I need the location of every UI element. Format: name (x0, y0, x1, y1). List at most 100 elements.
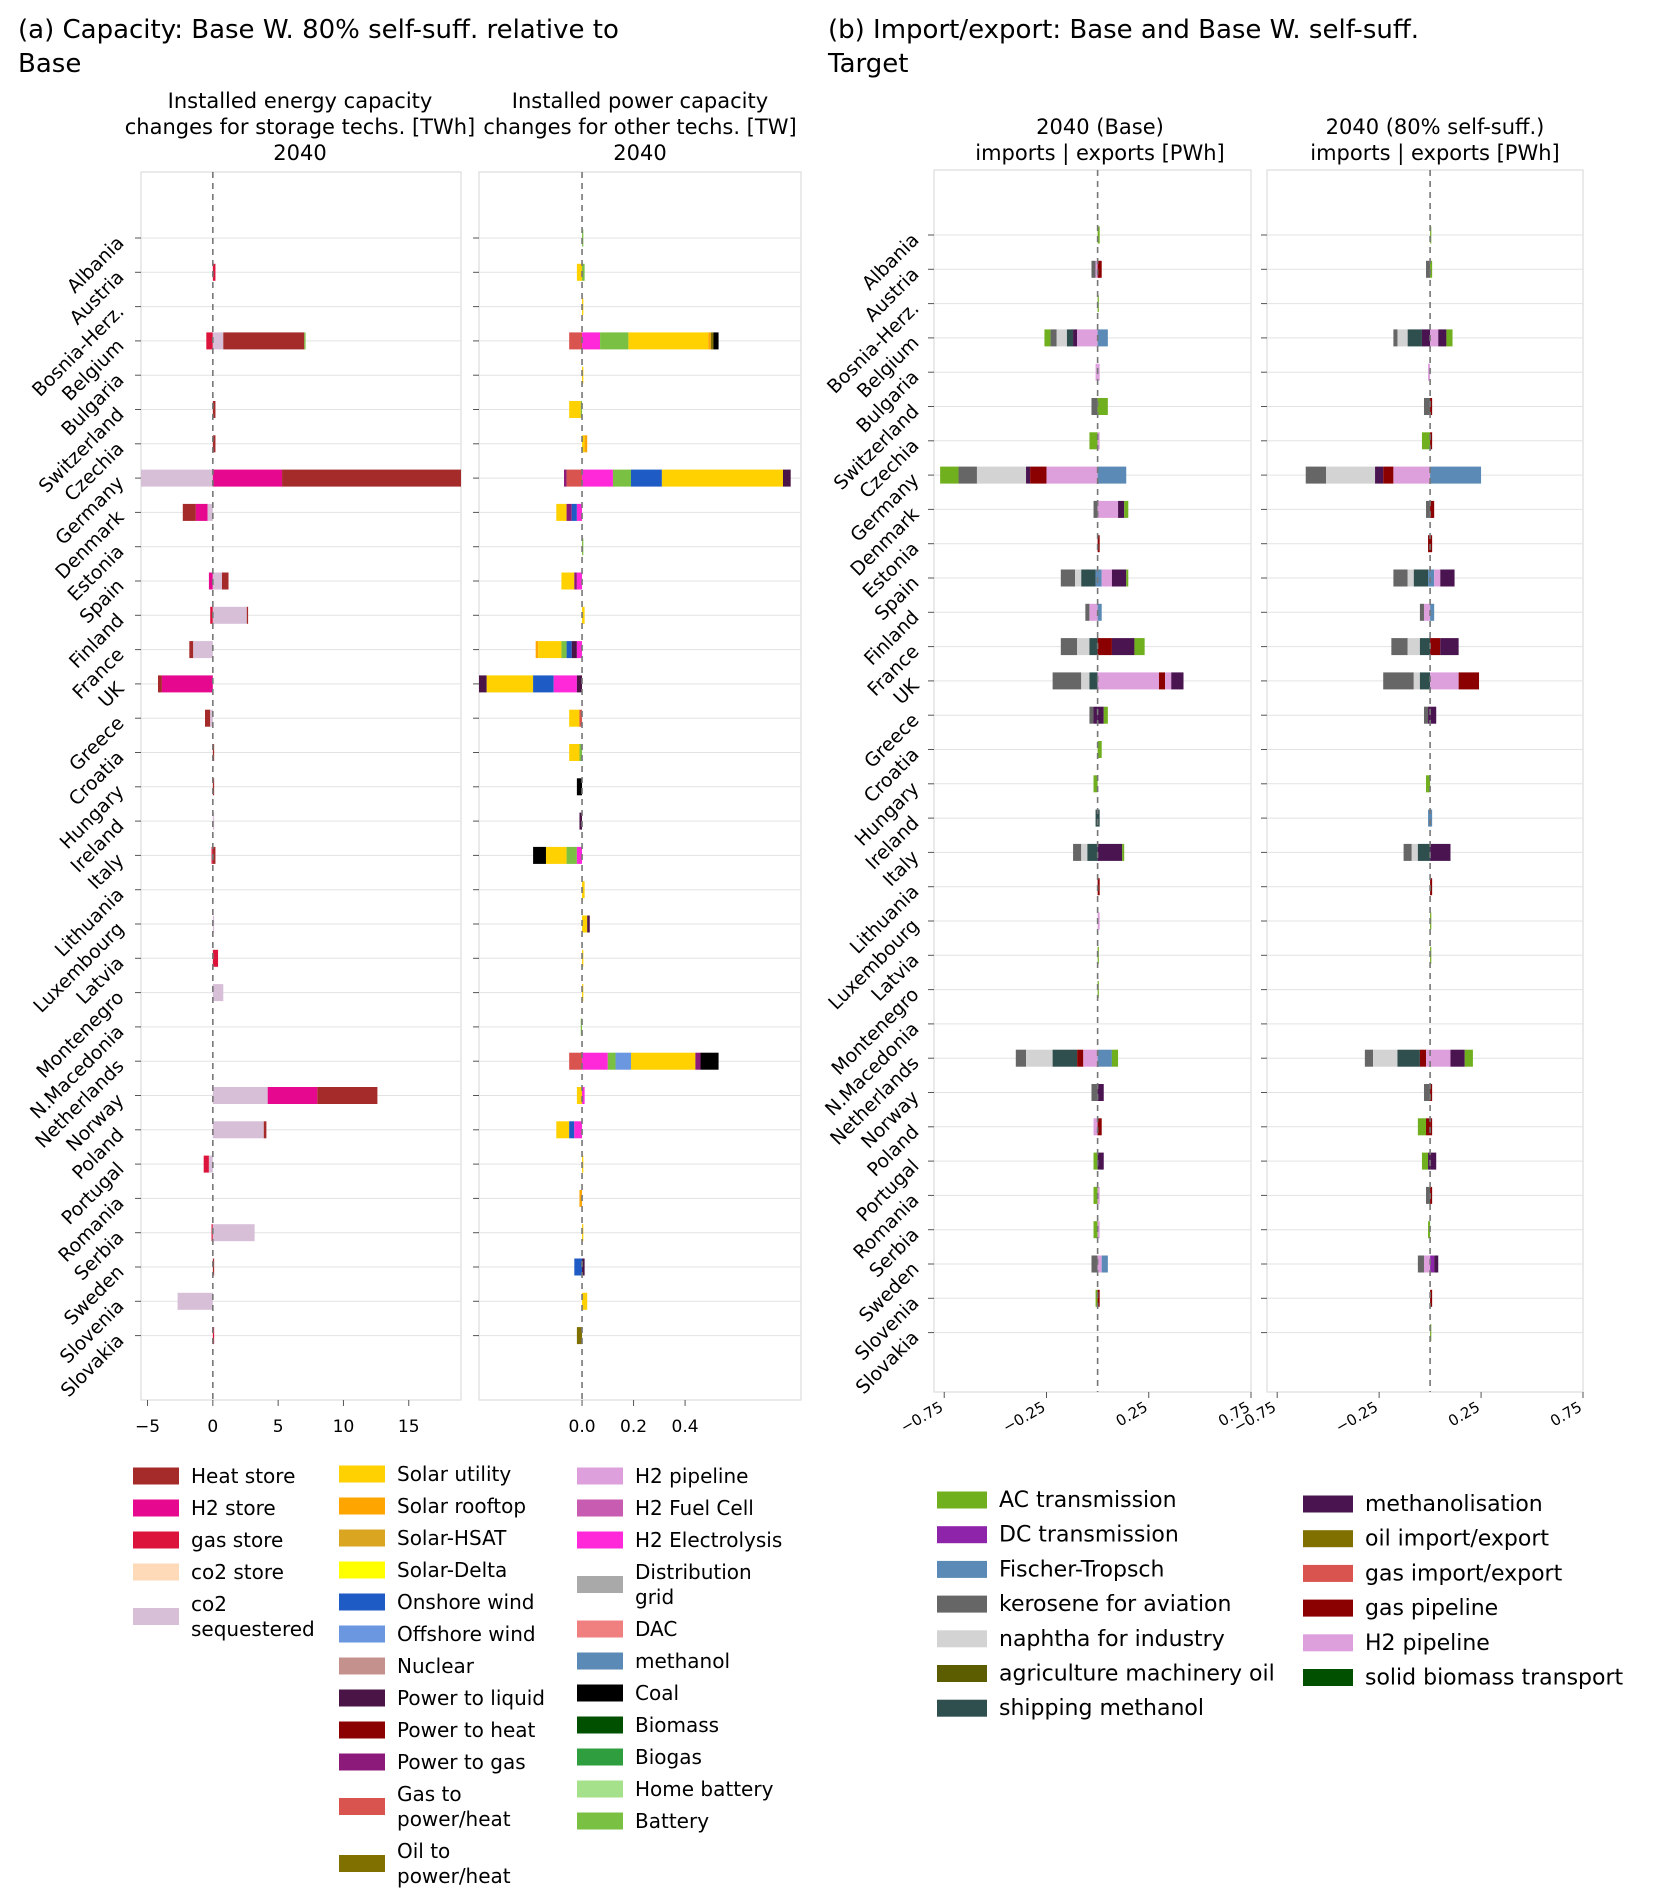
bar-segment (1101, 1255, 1108, 1273)
bar-segment (576, 1327, 583, 1345)
legend-swatch (339, 1689, 385, 1707)
bar-segment (1421, 432, 1431, 450)
bar-segment (1411, 843, 1418, 861)
bar-segment (582, 881, 585, 899)
legend-label: Onshore wind (397, 1590, 534, 1614)
bar-segment (1081, 569, 1096, 587)
legend-label: Biomass (635, 1713, 719, 1737)
bar-segment (1430, 1049, 1451, 1067)
bar-segment (1097, 1289, 1100, 1307)
bar-segment (582, 606, 585, 624)
bar-segment (212, 984, 224, 1002)
legend-swatch (577, 1620, 623, 1638)
bar-segment (304, 332, 306, 350)
bar-segment (700, 1052, 719, 1070)
bar-segment (1097, 363, 1100, 381)
legend-swatch (577, 1652, 623, 1670)
bar-segment (1419, 603, 1424, 621)
bar-segment (1430, 398, 1433, 415)
bar-segment (1430, 1118, 1433, 1136)
bar-segment (177, 1292, 213, 1310)
bar-segment (566, 503, 572, 521)
bar-segment (579, 709, 583, 727)
legend-swatch (1303, 1495, 1353, 1513)
bar-segment (212, 606, 247, 624)
legend-label: Solar rooftop (397, 1494, 526, 1518)
legend-label: Coal (635, 1681, 679, 1705)
bar-segment (1097, 1118, 1102, 1136)
bar-segment (1430, 1289, 1433, 1307)
bar-segment (1430, 706, 1437, 724)
bar-segment (212, 469, 283, 487)
bar-segment (221, 572, 229, 590)
legend-swatch (577, 1576, 623, 1593)
bar-segment (1118, 500, 1125, 518)
bar-segment (1060, 569, 1076, 587)
bar-segment (189, 641, 194, 659)
legend-label: Nuclear (397, 1654, 475, 1678)
power-xtick-label: 0.0 (569, 1417, 596, 1437)
legend-label: Offshore wind (397, 1622, 536, 1646)
bar-segment (1122, 843, 1125, 861)
legend-swatch (339, 1798, 385, 1815)
bar-segment (205, 709, 211, 727)
bar-segment (1111, 1049, 1119, 1067)
bar-segment (1050, 329, 1057, 347)
bar-segment (1097, 1221, 1100, 1239)
bar-segment (1097, 1186, 1100, 1204)
bar-segment (576, 503, 583, 521)
bar-segment (1158, 672, 1166, 690)
bar-segment (1428, 1152, 1431, 1170)
bar-segment (1430, 1255, 1435, 1273)
legend-label: H2 Electrolysis (635, 1528, 782, 1552)
bar-segment (1097, 638, 1112, 656)
bar-segment (1423, 1255, 1431, 1273)
bar-segment (561, 641, 567, 659)
bar-segment (582, 332, 601, 350)
bar-segment (1097, 843, 1123, 861)
bar-segment (556, 503, 567, 521)
bar-segment (212, 1258, 215, 1276)
bar-segment (569, 1052, 583, 1070)
bar-segment (212, 949, 219, 967)
impexp_selfsuff-frame (1266, 169, 1584, 1393)
legend-label: Fischer-Tropsch (999, 1557, 1164, 1582)
bar-segment (1097, 500, 1119, 518)
legend-label: Home battery (635, 1777, 774, 1801)
bar-segment (1413, 672, 1420, 690)
legend-swatch (133, 1563, 179, 1581)
bar-segment (1428, 535, 1433, 553)
bar-segment (212, 1121, 264, 1139)
bar-segment (576, 778, 583, 796)
legend-label: Power to gas (397, 1750, 526, 1774)
bar-segment (582, 263, 585, 281)
power-frame (478, 171, 802, 1401)
bar-segment (1430, 1186, 1433, 1204)
power-title-line: Installed power capacity (512, 89, 768, 113)
bar-segment (1417, 1118, 1427, 1136)
legend-label: Solar-Delta (397, 1558, 507, 1582)
bar-segment (710, 332, 714, 350)
bar-segment (574, 572, 577, 590)
bar-segment (1165, 672, 1172, 690)
bar-segment (582, 1258, 585, 1276)
legend-swatch (937, 1491, 987, 1509)
impexp_base-frame (933, 169, 1252, 1393)
bar-segment (1095, 260, 1098, 278)
bar-segment (182, 503, 196, 521)
bar-segment (1426, 775, 1431, 793)
panel-b-title-line2: Target (827, 49, 908, 79)
bar-segment (206, 332, 213, 350)
bar-segment (1373, 1049, 1398, 1067)
bar-segment (263, 1121, 267, 1139)
bar-segment (628, 332, 709, 350)
bar-segment (210, 709, 213, 727)
bar-segment (533, 675, 554, 693)
impexp_selfsuff-xtick-label: 0.75 (1547, 1398, 1585, 1430)
legend-swatch (339, 1753, 385, 1771)
bar-segment (1095, 809, 1100, 827)
storage-frame (140, 171, 462, 1401)
impexp_base-xtick-label: 0.25 (1113, 1398, 1151, 1430)
panel-a-title-line1: (a) Capacity: Base W. 80% self-suff. rel… (18, 15, 619, 45)
bar-segment (1097, 1152, 1104, 1170)
